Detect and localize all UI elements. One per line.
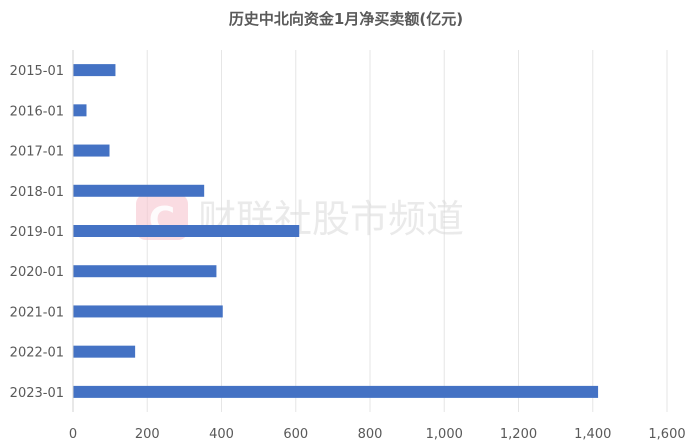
x-tick-label: 1,600 [648,427,685,442]
bar [73,64,116,77]
x-tick-label: 400 [209,427,234,442]
bar [73,305,223,318]
category-label: 2016-01 [10,104,64,119]
bar [73,265,217,278]
bar [73,104,87,117]
bar [73,144,110,157]
category-label: 2021-01 [10,305,64,320]
category-label: 2018-01 [10,185,64,200]
x-tick-label: 800 [358,427,383,442]
category-label: 2019-01 [10,225,64,240]
x-tick-label: 1,200 [500,427,537,442]
chart-title: 历史中北向资金1月净买卖额(亿元) [229,10,463,28]
bar [73,385,599,398]
x-tick-label: 1,000 [426,427,463,442]
bar [73,345,136,358]
bars [73,64,599,398]
category-labels: 2015-01 2016-01 2017-01 2018-01 2019-01 2020-… [10,64,64,401]
category-label: 2020-01 [10,265,64,280]
category-label: 2015-01 [10,64,64,79]
category-label: 2023-01 [10,386,64,401]
x-tick-label: 200 [135,427,160,442]
category-label: 2017-01 [10,145,64,160]
category-label: 2022-01 [10,346,64,361]
x-tick-labels: 0 200 400 600 800 1,000 1,200 1,400 1,600 [69,427,686,442]
bar [73,184,205,197]
x-tick-label: 600 [283,427,308,442]
bar [73,225,300,237]
grid-lines [72,50,668,412]
x-tick-label: 1,400 [574,427,611,442]
x-tick-label: 0 [69,427,77,442]
